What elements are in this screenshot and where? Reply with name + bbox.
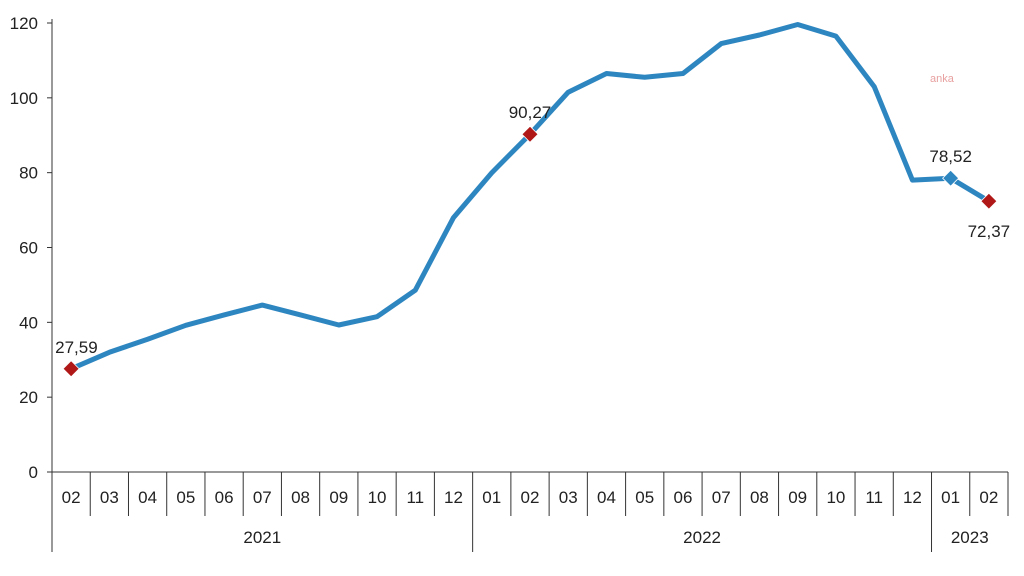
data-label: 27,59 xyxy=(55,338,98,357)
x-tick-label: 11 xyxy=(865,488,883,507)
x-tick-label: 07 xyxy=(253,488,272,507)
year-label: 2022 xyxy=(683,528,721,547)
x-tick-label: 12 xyxy=(444,488,463,507)
x-tick-label: 05 xyxy=(635,488,654,507)
x-tick-label: 11 xyxy=(406,488,424,507)
data-label: 90,27 xyxy=(509,103,552,122)
data-point-marker xyxy=(521,125,539,143)
year-label: 2023 xyxy=(951,528,989,547)
y-tick-label: 100 xyxy=(10,89,38,108)
x-axis-categories: 02 03 04 05 06 07 08 09 10 11 12 01 02 03 04 05 06 07 08 09… xyxy=(51,472,1009,552)
watermark: anka xyxy=(930,73,955,85)
data-point-marker xyxy=(62,360,80,378)
x-tick-label: 07 xyxy=(712,488,731,507)
data-label: 78,52 xyxy=(929,147,972,166)
x-tick-label: 08 xyxy=(291,488,310,507)
year-label: 2021 xyxy=(243,528,281,547)
y-tick-label: 40 xyxy=(19,313,38,332)
x-tick-label: 10 xyxy=(826,488,845,507)
x-tick-label: 01 xyxy=(482,488,501,507)
y-tick-label: 120 xyxy=(10,14,38,33)
x-tick-label: 10 xyxy=(368,488,387,507)
x-tick-label: 12 xyxy=(903,488,922,507)
data-point-marker xyxy=(942,169,960,187)
y-tick-label: 80 xyxy=(19,164,38,183)
y-tick-label: 20 xyxy=(19,388,38,407)
annotations-layer: 27,59 90,27 78,52 72,37 xyxy=(55,103,1011,378)
data-point-marker xyxy=(980,192,998,210)
x-tick-label: 02 xyxy=(521,488,540,507)
x-tick-label: 01 xyxy=(941,488,960,507)
x-tick-label: 02 xyxy=(62,488,81,507)
series-line xyxy=(68,22,992,372)
y-tick-label: 0 xyxy=(29,463,38,482)
x-tick-label: 02 xyxy=(979,488,998,507)
x-tick-label: 06 xyxy=(673,488,692,507)
x-tick-label: 03 xyxy=(559,488,578,507)
data-label: 72,37 xyxy=(968,222,1011,241)
x-tick-label: 06 xyxy=(215,488,234,507)
x-tick-label: 09 xyxy=(788,488,807,507)
y-tick-label: 60 xyxy=(19,239,38,258)
x-tick-label: 04 xyxy=(138,488,157,507)
x-tick-label: 08 xyxy=(750,488,769,507)
series-layer xyxy=(68,22,992,372)
x-tick-label: 05 xyxy=(176,488,195,507)
x-tick-label: 09 xyxy=(329,488,348,507)
x-tick-label: 04 xyxy=(597,488,616,507)
x-tick-label: 03 xyxy=(100,488,119,507)
